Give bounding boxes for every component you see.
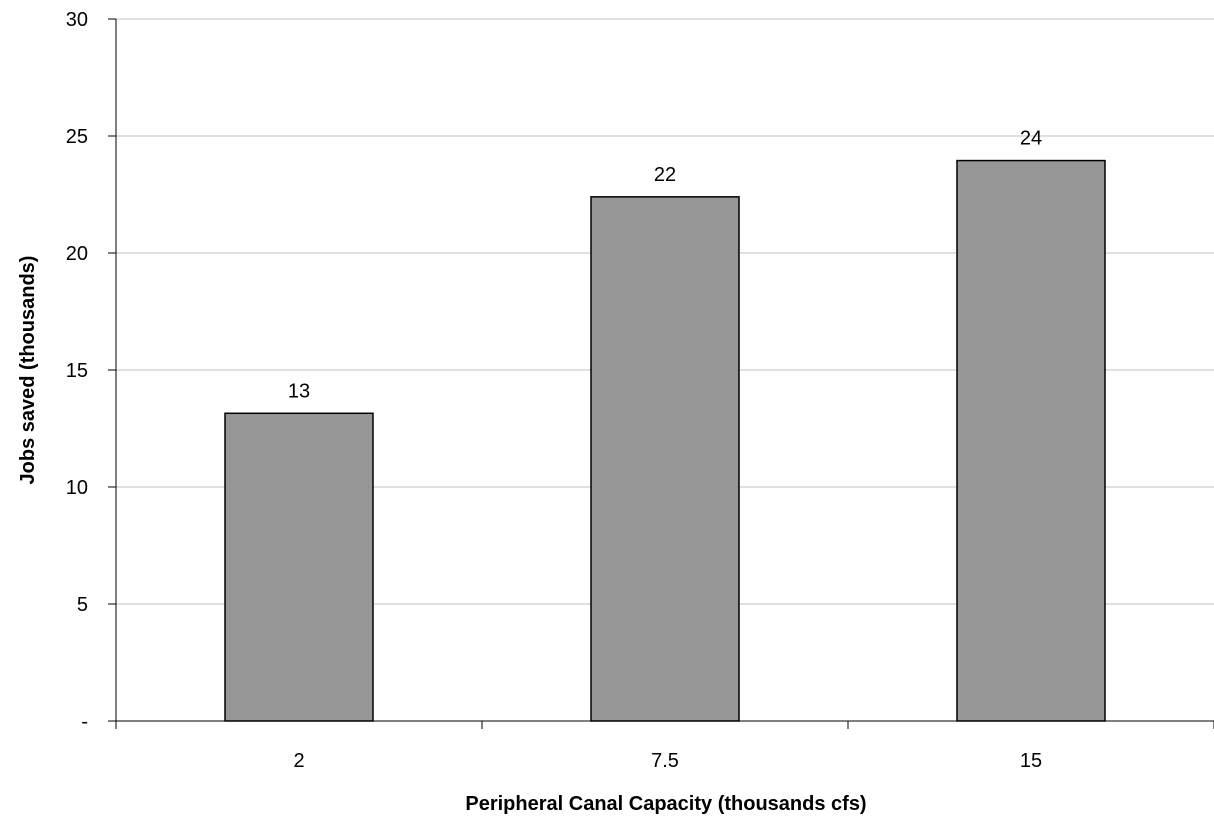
bar-15 bbox=[956, 159, 1106, 722]
bar-2 bbox=[224, 412, 374, 722]
data-label-2: 13 bbox=[288, 380, 310, 402]
y-axis-title: Jobs saved (thousands) bbox=[17, 256, 39, 485]
y-tick-label-30: 30 bbox=[66, 9, 88, 31]
y-tick-label-5: 5 bbox=[77, 594, 88, 616]
bar-7.5 bbox=[590, 196, 740, 722]
y-axis-ticks: - 5 10 15 20 25 30 bbox=[66, 9, 116, 733]
bars bbox=[224, 159, 1106, 722]
y-tick-label-10: 10 bbox=[66, 477, 88, 499]
y-tick-label-20: 20 bbox=[66, 243, 88, 265]
x-axis-ticks: 2 7.5 15 bbox=[115, 721, 1214, 772]
x-tick-label-2: 2 bbox=[293, 750, 304, 772]
y-tick-label-0: - bbox=[81, 711, 88, 733]
y-tick-label-15: 15 bbox=[66, 360, 88, 382]
data-label-15: 24 bbox=[1020, 128, 1042, 150]
data-labels: 13 22 24 bbox=[288, 128, 1042, 403]
x-axis-title: Peripheral Canal Capacity (thousands cfs… bbox=[465, 793, 866, 815]
x-tick-label-7.5: 7.5 bbox=[651, 750, 679, 772]
y-tick-label-25: 25 bbox=[66, 126, 88, 148]
data-label-7.5: 22 bbox=[654, 164, 676, 186]
x-tick-label-15: 15 bbox=[1020, 750, 1042, 772]
